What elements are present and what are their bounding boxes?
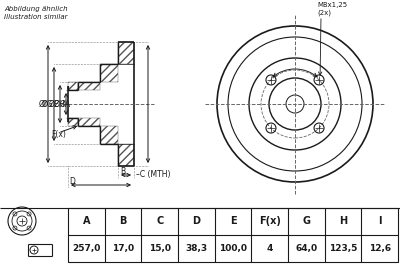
Text: 38,3: 38,3 — [185, 244, 207, 253]
Text: E: E — [230, 217, 236, 227]
Text: 64,0: 64,0 — [295, 244, 317, 253]
Bar — [118, 42, 134, 64]
Text: 12,6: 12,6 — [369, 244, 391, 253]
Text: 4: 4 — [266, 244, 273, 253]
Text: Abbildung ähnlich
Illustration similar: Abbildung ähnlich Illustration similar — [4, 6, 68, 20]
Text: F(x): F(x) — [51, 131, 66, 139]
Text: F(x): F(x) — [259, 217, 281, 227]
Bar — [100, 126, 118, 144]
Bar — [68, 82, 78, 90]
Bar — [100, 64, 118, 82]
Text: –C (MTH): –C (MTH) — [136, 171, 170, 180]
Text: H: H — [339, 217, 347, 227]
Text: G: G — [302, 217, 310, 227]
Bar — [118, 144, 134, 166]
Text: D: D — [69, 177, 75, 186]
Text: 123,5: 123,5 — [329, 244, 357, 253]
Text: 15,0: 15,0 — [149, 244, 171, 253]
Text: B: B — [119, 217, 127, 227]
Text: M8x1,25
(2x): M8x1,25 (2x) — [317, 2, 347, 16]
Text: D: D — [192, 217, 200, 227]
Text: I: I — [378, 217, 382, 227]
Text: A: A — [82, 217, 90, 227]
Text: ØI: ØI — [39, 99, 47, 109]
Text: ØA: ØA — [60, 99, 71, 109]
Text: C: C — [156, 217, 163, 227]
Text: 257,0: 257,0 — [72, 244, 100, 253]
Bar — [78, 82, 100, 90]
Text: B: B — [120, 167, 125, 176]
Text: ØE: ØE — [48, 99, 59, 109]
Text: 17,0: 17,0 — [112, 244, 134, 253]
Bar — [68, 208, 398, 262]
Text: 100,0: 100,0 — [219, 244, 247, 253]
Text: ØG: ØG — [41, 99, 53, 109]
Text: ØH: ØH — [53, 99, 65, 109]
Bar — [78, 118, 100, 126]
Bar — [68, 118, 78, 126]
